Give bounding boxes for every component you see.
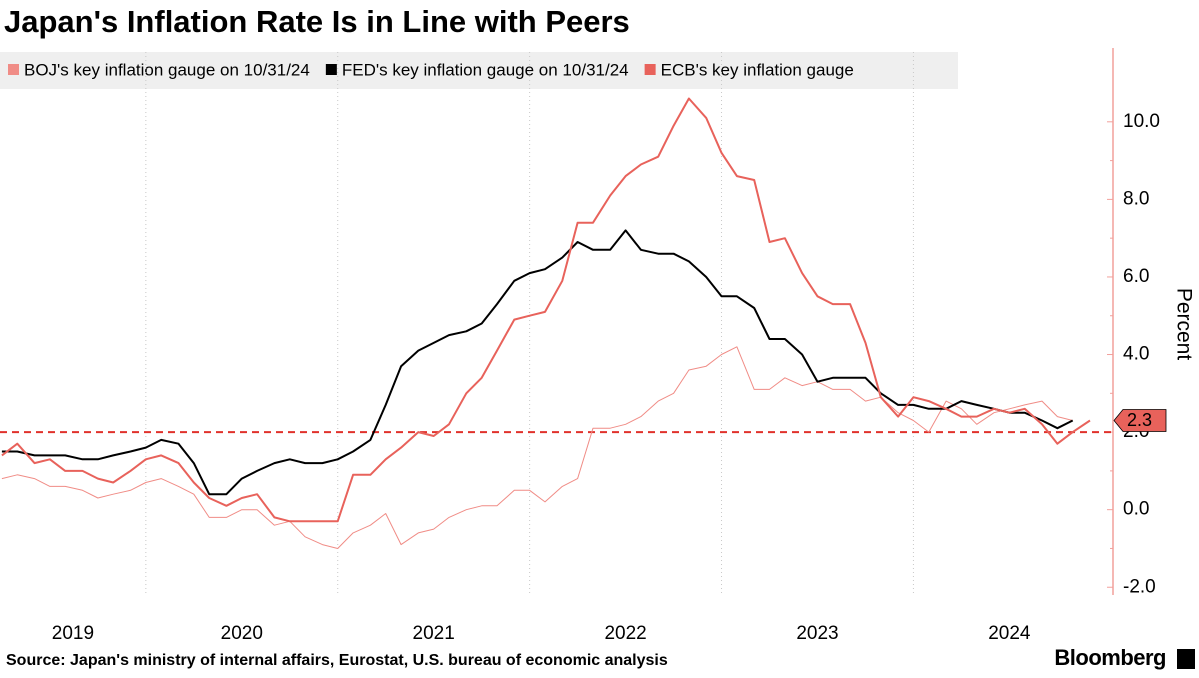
x-tick-label: 2024 [988, 623, 1031, 644]
brand-logo: Bloomberg [1054, 645, 1166, 670]
chart-title: Japan's Inflation Rate Is in Line with P… [4, 4, 630, 39]
y-tick-label: 10.0 [1123, 111, 1160, 132]
last-value-label: 2.3 [1127, 410, 1152, 430]
legend: BOJ's key inflation gauge on 10/31/24 FED… [8, 60, 854, 79]
legend-swatch [8, 64, 19, 75]
y-tick-label: -2.0 [1123, 576, 1156, 597]
legend-background [0, 52, 958, 89]
series-line [1, 229, 1074, 496]
y-tick-label: 6.0 [1123, 266, 1149, 287]
y-tick-label: 4.0 [1123, 344, 1149, 365]
last-value-box [1113, 409, 1167, 432]
source-note: Source: Japan's ministry of internal aff… [6, 652, 668, 669]
series-line [1, 346, 1073, 549]
x-tick-label: 2019 [52, 623, 94, 644]
legend-swatch [644, 64, 656, 75]
legend-label: ECB's key inflation gauge [661, 60, 854, 79]
x-tick-label: 2023 [796, 623, 838, 644]
brand-icon [1177, 649, 1195, 669]
x-tick-label: 2022 [604, 623, 646, 644]
legend-label: FED's key inflation gauge on 10/31/24 [342, 60, 629, 79]
legend-swatch [325, 64, 337, 75]
series-line [1, 97, 1091, 523]
x-tick-label: 2021 [413, 623, 455, 644]
y-axis-label: Percent [1172, 288, 1195, 361]
y-tick-label: 0.0 [1123, 499, 1149, 520]
y-tick-label: 8.0 [1123, 188, 1149, 209]
legend-label: BOJ's key inflation gauge on 10/31/24 [24, 60, 310, 79]
x-tick-label: 2020 [221, 623, 263, 644]
